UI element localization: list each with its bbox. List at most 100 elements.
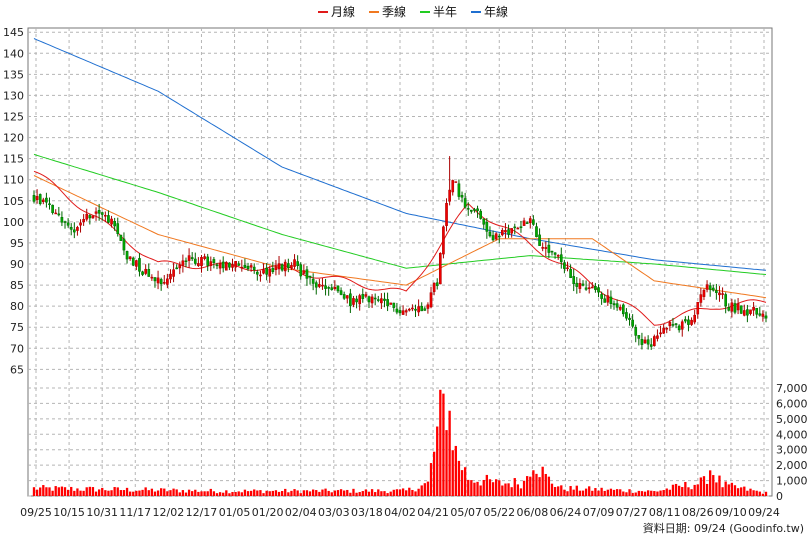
candle-body: [122, 238, 126, 251]
volume-bar: [361, 491, 364, 496]
date-tick-label: 04/02: [384, 506, 416, 519]
volume-bar: [262, 493, 265, 496]
candle-body: [246, 265, 250, 269]
candle-body: [634, 327, 638, 336]
candle-body: [147, 269, 151, 277]
volume-bar: [280, 491, 284, 496]
volume-bar: [681, 487, 684, 496]
candle-body: [355, 298, 358, 303]
volume-bar: [166, 491, 169, 496]
candle-body: [57, 213, 61, 216]
volume-bar: [228, 493, 231, 496]
volume-bar: [200, 491, 203, 496]
candle-body: [445, 203, 448, 226]
volume-bar: [507, 483, 510, 496]
date-tick-label: 09/10: [715, 506, 747, 519]
candle-body: [547, 244, 551, 253]
candle-body: [352, 298, 355, 305]
candle-body: [746, 309, 749, 316]
volume-bar: [581, 490, 585, 496]
candle-body: [193, 258, 197, 264]
candle-body: [386, 299, 389, 307]
candle-body: [578, 283, 582, 289]
date-tick-label: 05/22: [483, 506, 515, 519]
volume-bar: [352, 488, 355, 496]
volume-bar: [293, 489, 296, 496]
candle-body: [504, 230, 507, 233]
date-tick-label: 06/24: [550, 506, 582, 519]
price-tick-label: 110: [3, 174, 24, 187]
volume-bar: [392, 489, 395, 496]
candle-body: [749, 309, 752, 314]
date-tick-label: 05/07: [450, 506, 482, 519]
candle-body: [178, 264, 182, 269]
candle-body: [680, 321, 684, 330]
volume-bar: [138, 490, 141, 496]
candle-body: [501, 229, 504, 236]
ma-line-年線: [33, 38, 767, 271]
volume-bar: [209, 488, 212, 496]
date-tick-label: 10/31: [86, 506, 118, 519]
volume-bar: [740, 487, 743, 496]
volume-bar: [411, 489, 414, 496]
candle-body: [100, 212, 104, 215]
volume-bar: [39, 487, 42, 496]
volume-bar: [529, 476, 532, 496]
candle-body: [197, 263, 200, 266]
candle-body: [63, 221, 67, 223]
volume-bar: [510, 487, 513, 496]
volume-bar: [324, 488, 327, 496]
volume-bar: [448, 410, 451, 496]
volume-bar: [274, 490, 278, 496]
candle-body: [243, 264, 247, 268]
candle-body: [212, 259, 216, 264]
candle-body: [311, 278, 315, 284]
candle-body: [488, 231, 492, 237]
volume-bar: [432, 451, 436, 496]
volume-bar: [749, 488, 752, 496]
volume-bar: [370, 489, 374, 496]
candle-body: [519, 226, 523, 229]
candle-body: [187, 255, 191, 261]
volume-bar: [386, 493, 389, 496]
volume-bar: [532, 470, 535, 496]
volume-bar: [246, 491, 250, 496]
volume-bar: [473, 482, 476, 496]
candle-body: [497, 235, 501, 238]
candle-body: [395, 308, 399, 313]
volume-bar: [222, 492, 225, 496]
candle-body: [318, 284, 321, 287]
volume-bar: [408, 487, 411, 496]
volume-bar: [336, 490, 340, 496]
candle-body: [693, 314, 696, 323]
candle-body: [358, 295, 362, 305]
volume-bar: [526, 476, 529, 496]
candle-body: [82, 219, 85, 223]
candle-body: [91, 215, 95, 219]
volume-bar: [547, 476, 551, 496]
volume-bar: [144, 487, 147, 496]
volume-bar: [343, 490, 346, 496]
volume-bar: [302, 490, 306, 496]
volume-bar: [194, 489, 197, 496]
volume-bar: [733, 485, 737, 496]
candle-body: [665, 327, 669, 330]
candle-body: [380, 298, 383, 304]
volume-bar: [634, 492, 637, 496]
candle-body: [265, 267, 268, 275]
volume-bar: [591, 490, 594, 496]
volume-bar: [42, 485, 45, 496]
candle-body: [339, 290, 343, 295]
volume-bar: [677, 485, 681, 496]
volume-bar: [460, 470, 464, 496]
candle-body: [383, 298, 386, 301]
candle-body: [522, 220, 526, 226]
candle-body: [764, 315, 768, 319]
volume-bar: [389, 491, 392, 496]
volume-bar: [588, 486, 591, 496]
volume-bar: [256, 490, 259, 496]
volume-bar: [104, 490, 107, 496]
volume-bar: [463, 467, 467, 496]
volume-bar: [128, 491, 132, 496]
